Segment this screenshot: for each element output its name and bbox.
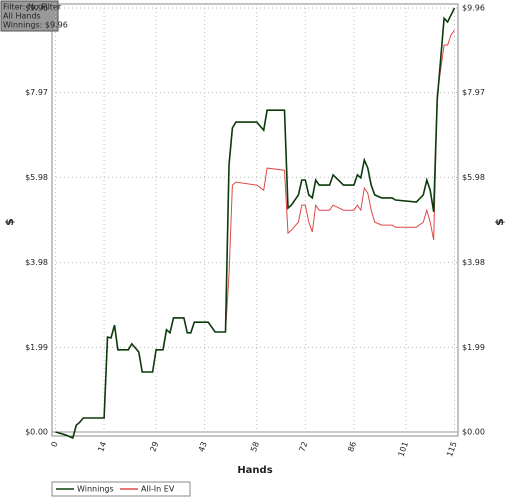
info-box [0,0,59,32]
y-tick-label: $1.99 [25,343,48,352]
y2-tick-label: $9.96 [462,4,485,13]
legend-label: All-In EV [141,485,175,494]
y2-axis-title: $ [493,218,506,226]
y2-tick-label: $5.98 [462,173,485,182]
y-tick-label: $0.00 [25,428,48,437]
x-tick-label: 58 [249,440,261,453]
info-line: Winnings: $9.96 [3,21,68,30]
y-axis-title: $ [3,218,16,226]
legend-label: Winnings [77,485,114,494]
x-tick-label: 115 [445,440,459,457]
x-axis-title: Hands [237,465,272,476]
info-line: All Hands [3,12,41,21]
x-tick-label: 72 [298,440,310,453]
series-line [55,7,456,440]
x-tick-label: 14 [96,440,108,453]
y2-tick-label: $7.97 [462,88,485,97]
y2-tick-label: $1.99 [462,343,485,352]
plot-area [51,3,459,437]
y-tick-label: $9.96 [25,4,48,13]
x-tick-label: 29 [148,440,160,453]
x-tick-label: 101 [396,440,410,457]
y-tick-label: $5.98 [25,173,48,182]
x-tick-label: 0 [49,440,59,448]
info-line: Filter: No Filter [3,3,62,12]
x-tick-label: 86 [346,440,358,453]
y2-tick-label: $0.00 [462,428,485,437]
y2-tick-label: $3.98 [462,258,485,267]
y-tick-label: $7.97 [25,88,48,97]
y-tick-label: $3.98 [25,258,48,267]
x-tick-label: 43 [197,440,209,453]
